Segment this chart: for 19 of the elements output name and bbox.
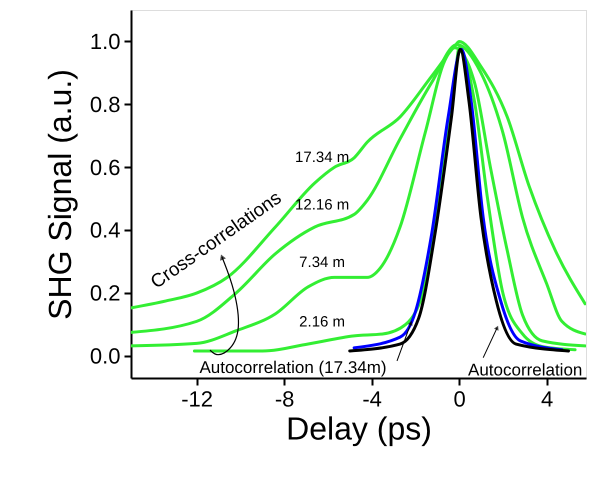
series-label: 12.16 m [295, 196, 350, 214]
y-tick-label: 0.4 [90, 218, 120, 243]
y-tick-label: 0.6 [90, 154, 120, 180]
x-tick-label: -12 [181, 386, 214, 412]
x-tick-label: -4 [362, 386, 382, 412]
x-axis-title: Delay (ps) [286, 410, 432, 446]
series-label: 7.34 m [299, 254, 346, 271]
series-label: 2.16 m [299, 314, 346, 331]
y-tick-label: 1.0 [90, 28, 120, 54]
annotation: Autocorrelation [468, 360, 582, 380]
series-label: 17.34 m [295, 149, 350, 166]
y-axis-title: SHG Signal (a.u.) [42, 69, 78, 320]
y-tick-label: 0.8 [90, 92, 120, 117]
x-tick-label: 4 [541, 386, 554, 412]
y-tick-label: 0.2 [90, 280, 120, 306]
x-tick-label: -8 [274, 386, 294, 412]
y-tick-label: 0.0 [90, 343, 120, 368]
x-tick-label: 0 [454, 386, 466, 412]
annotation: Autocorrelation (17.34m) [199, 358, 387, 377]
